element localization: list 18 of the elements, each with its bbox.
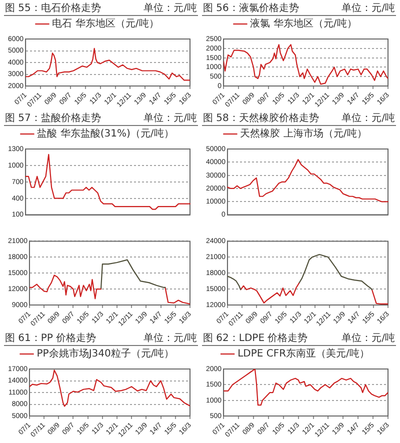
chart-title: 图 56：液氯价格走势 [203, 3, 299, 15]
chart-title: 图 62：LDPE 价格走势 [203, 333, 308, 345]
legend-label: 盐酸 华东盐酸(31%)（元/吨） [37, 128, 174, 140]
legend-label: 天然橡胶 上海市场（元/吨） [240, 128, 367, 140]
chart-title: 图 57：盐酸价格走势 [5, 113, 101, 125]
text: 单位：元/吨 [144, 333, 197, 345]
legend-label: LDPE CFR东南亚（美元/吨） [238, 348, 370, 360]
text: 单位：元/吨 [144, 113, 197, 125]
chart-title: 图 55：电石价格走势 [5, 3, 101, 15]
text: 单位：元/吨 [144, 3, 197, 15]
text: 单位：元/吨 [342, 3, 395, 15]
legend-label: 液氯 华东地区（元/吨） [250, 18, 357, 30]
chart-title: 图 61：PP 价格走势 [5, 333, 96, 345]
legend-label: 电石 华东地区（元/吨） [52, 18, 159, 30]
text: 单位：元/吨 [342, 113, 395, 125]
chart-title: 图 58：天然橡胶价格走势 [203, 113, 319, 125]
legend-label: PP余姚市场J340粒子（元/吨） [36, 348, 174, 360]
text: 单位：元/吨 [342, 333, 395, 345]
